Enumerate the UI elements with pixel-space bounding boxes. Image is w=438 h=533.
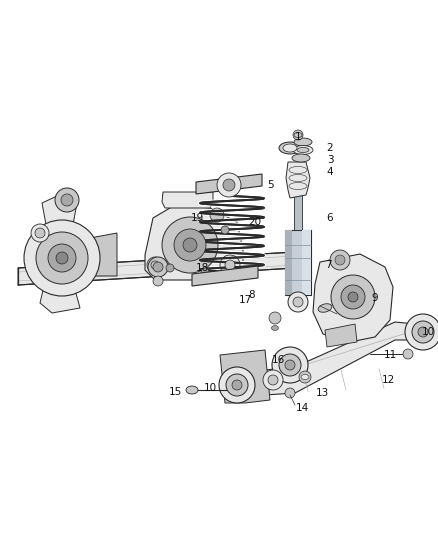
Circle shape <box>151 261 159 269</box>
Ellipse shape <box>292 154 310 162</box>
Circle shape <box>285 360 295 370</box>
Text: 10: 10 <box>203 383 216 393</box>
Ellipse shape <box>318 304 332 312</box>
Circle shape <box>162 217 218 273</box>
Circle shape <box>263 370 283 390</box>
Circle shape <box>403 349 413 359</box>
Text: 6: 6 <box>327 213 333 223</box>
Circle shape <box>412 321 434 343</box>
Circle shape <box>219 367 255 403</box>
Circle shape <box>56 252 68 264</box>
Polygon shape <box>302 230 311 295</box>
Text: 10: 10 <box>421 327 434 337</box>
Text: 13: 13 <box>315 388 328 398</box>
Text: 20: 20 <box>248 217 261 227</box>
Polygon shape <box>196 174 262 194</box>
Circle shape <box>31 224 49 242</box>
Polygon shape <box>90 233 117 276</box>
Circle shape <box>148 257 168 277</box>
Circle shape <box>201 268 209 276</box>
Text: 17: 17 <box>238 295 251 305</box>
Circle shape <box>210 208 224 222</box>
Text: 9: 9 <box>372 293 378 303</box>
Circle shape <box>232 380 242 390</box>
Circle shape <box>61 194 73 206</box>
Text: 15: 15 <box>168 387 182 397</box>
Ellipse shape <box>186 386 198 394</box>
Ellipse shape <box>301 375 309 379</box>
Circle shape <box>335 255 345 265</box>
Circle shape <box>48 244 76 272</box>
Ellipse shape <box>294 138 312 146</box>
Text: 18: 18 <box>195 263 208 273</box>
Circle shape <box>217 173 241 197</box>
Ellipse shape <box>294 133 302 138</box>
Polygon shape <box>42 196 77 230</box>
Circle shape <box>226 374 248 396</box>
Circle shape <box>285 388 295 398</box>
Circle shape <box>331 275 375 319</box>
Circle shape <box>55 188 79 212</box>
Text: 3: 3 <box>327 155 333 165</box>
Text: 4: 4 <box>327 167 333 177</box>
Circle shape <box>293 297 303 307</box>
Text: 19: 19 <box>191 213 204 223</box>
Circle shape <box>288 292 308 312</box>
Circle shape <box>268 375 278 385</box>
Polygon shape <box>192 266 258 286</box>
Polygon shape <box>40 286 80 313</box>
Circle shape <box>35 228 45 238</box>
Ellipse shape <box>297 148 309 152</box>
Polygon shape <box>286 162 310 198</box>
Text: 16: 16 <box>272 355 285 365</box>
Polygon shape <box>220 350 270 403</box>
Circle shape <box>272 347 308 383</box>
Circle shape <box>147 257 163 273</box>
Polygon shape <box>285 230 311 295</box>
Ellipse shape <box>279 142 301 154</box>
Polygon shape <box>235 322 415 397</box>
Circle shape <box>293 130 303 140</box>
Ellipse shape <box>272 326 279 330</box>
Text: 8: 8 <box>249 290 255 300</box>
Circle shape <box>418 327 428 337</box>
Text: 1: 1 <box>295 132 301 142</box>
Circle shape <box>153 262 163 272</box>
Polygon shape <box>325 324 357 347</box>
Text: 7: 7 <box>325 260 331 270</box>
Text: 2: 2 <box>327 143 333 153</box>
Circle shape <box>174 229 206 261</box>
Ellipse shape <box>283 144 297 152</box>
Circle shape <box>299 371 311 383</box>
Circle shape <box>220 255 240 275</box>
Circle shape <box>36 232 88 284</box>
Text: 12: 12 <box>381 375 395 385</box>
Text: 5: 5 <box>267 180 273 190</box>
Bar <box>294 195 302 230</box>
Circle shape <box>269 312 281 324</box>
Text: 11: 11 <box>383 350 397 360</box>
Circle shape <box>183 238 197 252</box>
Circle shape <box>341 285 365 309</box>
Polygon shape <box>162 192 213 208</box>
Polygon shape <box>145 205 243 280</box>
Text: 14: 14 <box>295 403 309 413</box>
Circle shape <box>348 292 358 302</box>
Circle shape <box>221 226 229 234</box>
Ellipse shape <box>293 146 313 155</box>
Circle shape <box>24 220 100 296</box>
Polygon shape <box>18 252 295 285</box>
Polygon shape <box>285 230 292 295</box>
Circle shape <box>223 179 235 191</box>
Circle shape <box>153 276 163 286</box>
Circle shape <box>279 354 301 376</box>
Polygon shape <box>313 254 393 342</box>
Circle shape <box>330 250 350 270</box>
Circle shape <box>405 314 438 350</box>
Circle shape <box>225 260 235 270</box>
Circle shape <box>166 264 174 272</box>
